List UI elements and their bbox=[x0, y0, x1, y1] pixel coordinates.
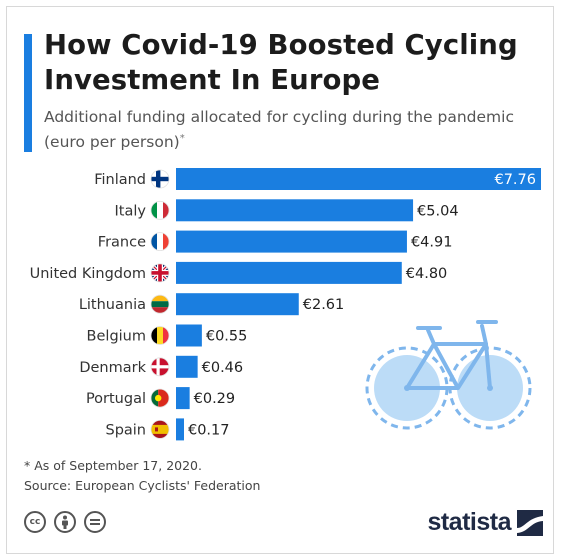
category-label: Denmark bbox=[79, 360, 146, 376]
bar-row: Lithuania €2.61 bbox=[79, 293, 345, 316]
value-label: €0.17 bbox=[188, 422, 230, 438]
bar-row: Portugal €0.29 bbox=[86, 387, 236, 410]
bar-row: Belgium €0.55 bbox=[87, 324, 248, 347]
bar bbox=[176, 199, 414, 222]
value-label: €2.61 bbox=[303, 297, 345, 313]
bar-row: France €4.91 bbox=[98, 230, 453, 253]
title-accent-bar bbox=[24, 34, 32, 152]
flag-spain-icon bbox=[150, 419, 170, 439]
value-label: €0.29 bbox=[194, 391, 236, 407]
category-label: Lithuania bbox=[79, 297, 146, 313]
category-label: Italy bbox=[115, 203, 147, 219]
value-label: €0.55 bbox=[206, 329, 248, 345]
category-label: Belgium bbox=[87, 329, 146, 345]
category-label: Finland bbox=[94, 172, 146, 188]
attribution-icon[interactable] bbox=[54, 511, 76, 533]
brand-name: statista bbox=[427, 508, 511, 536]
value-label: €0.46 bbox=[202, 360, 244, 376]
category-label: United Kingdom bbox=[30, 266, 146, 282]
bar bbox=[176, 418, 184, 441]
bar bbox=[176, 387, 190, 410]
subtitle-footnote-marker: * bbox=[179, 133, 185, 144]
bar-row: Spain €0.17 bbox=[105, 418, 230, 441]
statista-logo-icon bbox=[517, 509, 543, 536]
footnote: * As of September 17, 2020. Source: Euro… bbox=[24, 456, 260, 496]
value-label: €4.80 bbox=[406, 266, 448, 282]
flag-finland-icon bbox=[150, 169, 170, 189]
flag-portugal-icon bbox=[150, 388, 170, 408]
bar bbox=[176, 293, 299, 316]
flag-italy-icon bbox=[150, 200, 170, 220]
no-derivatives-icon[interactable] bbox=[84, 511, 106, 533]
flag-uk-icon bbox=[150, 263, 170, 283]
bar bbox=[176, 324, 202, 347]
bar bbox=[176, 355, 198, 378]
bar-row: Denmark €0.46 bbox=[79, 355, 244, 378]
bar bbox=[176, 230, 407, 253]
bar-row: United Kingdom €4.80 bbox=[30, 261, 448, 284]
footnote-note: * As of September 17, 2020. bbox=[24, 458, 202, 473]
flag-belgium-icon bbox=[150, 326, 170, 345]
bar-row: Finland €7.76 bbox=[94, 168, 541, 190]
statista-brand[interactable]: statista bbox=[427, 508, 543, 537]
value-label: €5.04 bbox=[417, 203, 459, 219]
license-icons: cc bbox=[24, 511, 106, 533]
bicycle-icon bbox=[365, 320, 532, 430]
category-label: France bbox=[98, 235, 146, 251]
flag-france-icon bbox=[150, 232, 170, 252]
category-label: Portugal bbox=[86, 391, 146, 407]
value-label: €7.76 bbox=[494, 172, 536, 188]
bar bbox=[176, 168, 541, 190]
flag-lithuania-icon bbox=[150, 294, 170, 314]
category-label: Spain bbox=[105, 422, 146, 438]
subtitle-text: Additional funding allocated for cycling… bbox=[44, 108, 514, 152]
bar-row: Italy €5.04 bbox=[115, 199, 459, 222]
chart-title: How Covid-19 Boosted Cycling Investment … bbox=[44, 29, 518, 96]
creative-commons-icon[interactable]: cc bbox=[24, 511, 46, 533]
bar bbox=[176, 261, 402, 284]
flag-denmark-icon bbox=[150, 357, 170, 377]
value-label: €4.91 bbox=[411, 235, 453, 251]
footnote-source: Source: European Cyclists' Federation bbox=[24, 478, 261, 493]
chart-subtitle: Additional funding allocated for cycling… bbox=[44, 107, 524, 153]
